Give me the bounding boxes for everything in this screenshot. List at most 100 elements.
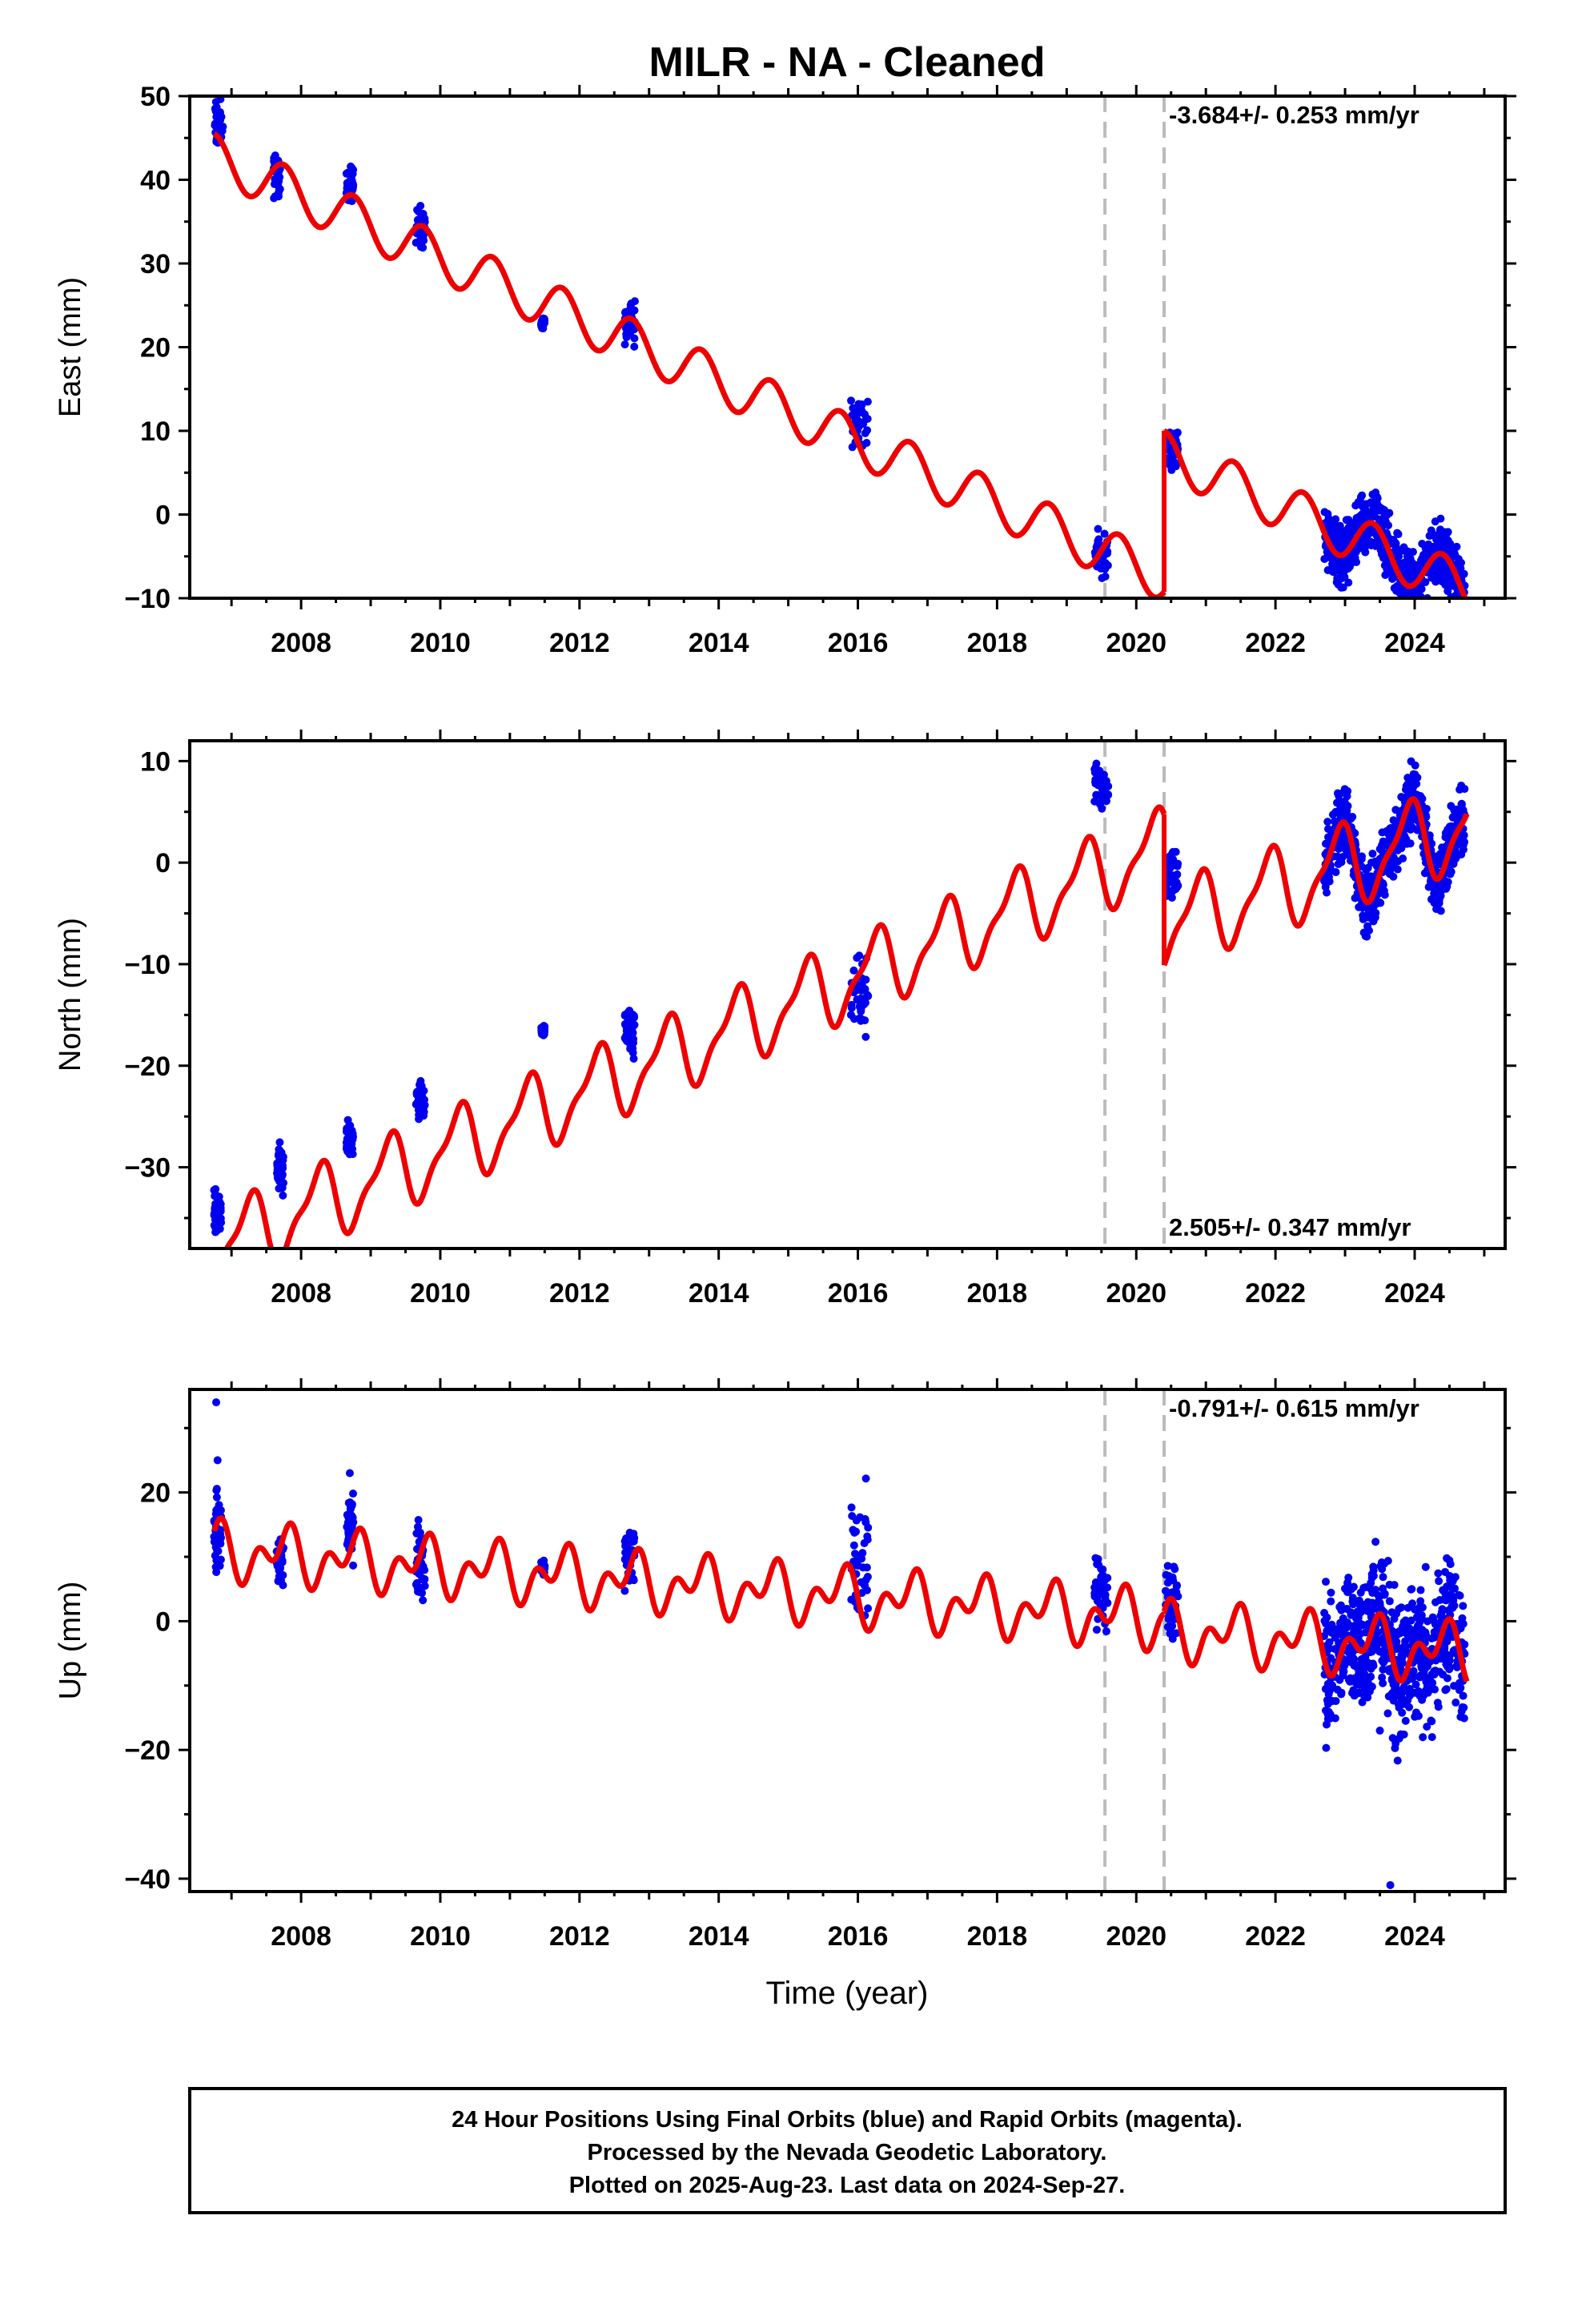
data-point (1330, 530, 1339, 539)
data-point (213, 1456, 222, 1465)
model-line (223, 804, 1167, 1248)
data-point (1375, 1727, 1384, 1735)
data-point (1337, 1606, 1346, 1614)
data-point (1348, 525, 1357, 534)
data-point (277, 1576, 286, 1585)
data-point (347, 164, 356, 173)
data-point (345, 1141, 354, 1150)
x-tick-label: 2012 (549, 628, 610, 658)
data-point (855, 1002, 864, 1011)
data-point (1416, 1586, 1425, 1594)
data-point (861, 1032, 870, 1041)
data-point (1091, 1578, 1100, 1586)
data-point (1100, 529, 1109, 538)
data-point (1443, 1595, 1452, 1604)
data-point (1359, 1675, 1368, 1683)
data-point (211, 1191, 220, 1200)
data-point (1430, 899, 1439, 907)
data-point (416, 1076, 425, 1085)
data-point (276, 1563, 285, 1572)
data-point (212, 1556, 221, 1565)
data-point (1094, 791, 1102, 800)
x-tick-label: 2024 (1384, 1278, 1445, 1309)
data-point (1378, 1565, 1387, 1574)
data-point (1360, 1662, 1369, 1671)
data-point (1352, 557, 1361, 566)
data-point (1170, 1562, 1178, 1571)
data-point (1435, 535, 1444, 544)
data-point (1423, 1723, 1431, 1731)
model-line (1161, 1595, 1470, 1684)
data-point (1435, 1577, 1443, 1586)
data-point (212, 1486, 221, 1494)
data-point (1400, 1618, 1409, 1627)
data-point (1358, 1621, 1367, 1630)
data-point (1356, 512, 1365, 521)
data-point (1458, 832, 1467, 841)
data-point (1328, 810, 1337, 819)
data-point (1415, 1691, 1424, 1700)
data-point (1094, 525, 1102, 533)
y-axis-label: Up (mm) (54, 1582, 87, 1700)
x-tick-label: 2024 (1384, 628, 1445, 658)
data-point (1343, 1588, 1352, 1597)
data-point (346, 1512, 355, 1521)
data-point (349, 1490, 358, 1498)
data-point (1454, 1590, 1463, 1599)
data-point (1346, 1658, 1355, 1667)
data-point (1097, 564, 1106, 573)
data-point (1418, 1603, 1427, 1612)
data-point (1446, 1582, 1455, 1591)
data-point (1347, 1610, 1355, 1619)
data-point (1386, 1880, 1395, 1889)
data-point (1411, 1680, 1420, 1689)
data-point (1446, 539, 1455, 548)
data-point (1428, 1613, 1437, 1622)
data-point (1401, 785, 1410, 794)
data-point (857, 1578, 865, 1586)
data-point (1360, 545, 1369, 553)
x-axis-label: Time (year) (766, 1976, 929, 2011)
data-point (1092, 1626, 1101, 1634)
y-tick-label: 40 (140, 166, 171, 196)
data-point (540, 1025, 548, 1034)
data-point (420, 1582, 429, 1590)
data-point (1322, 1743, 1331, 1752)
data-point (1324, 1690, 1333, 1699)
y-tick-label: −30 (124, 1153, 171, 1184)
data-point (537, 319, 546, 328)
x-tick-label: 2008 (271, 1921, 331, 1952)
data-point (1359, 915, 1367, 923)
data-point (1390, 584, 1399, 593)
data-point (1322, 1578, 1331, 1586)
data-point (1434, 1569, 1443, 1578)
x-tick-label: 2010 (410, 1278, 471, 1309)
data-point (1097, 1565, 1106, 1574)
data-point (1398, 1708, 1407, 1717)
data-point (420, 214, 429, 223)
data-point (412, 1580, 420, 1589)
data-point (1336, 806, 1345, 815)
data-point (1419, 1733, 1427, 1742)
data-point (413, 215, 422, 224)
data-point (1345, 557, 1354, 565)
data-point (1366, 537, 1375, 546)
data-point (279, 1191, 287, 1200)
data-point (1372, 1642, 1381, 1651)
data-point (1395, 1629, 1404, 1638)
data-point (1432, 905, 1441, 914)
data-point (1359, 1583, 1368, 1592)
data-point (1433, 567, 1442, 576)
data-point (1431, 1598, 1440, 1606)
x-tick-label: 2016 (828, 628, 889, 658)
x-tick-label: 2008 (271, 628, 331, 658)
data-point (1427, 1733, 1436, 1742)
data-point (1363, 863, 1372, 872)
data-point (275, 177, 283, 186)
data-point (1421, 1562, 1430, 1571)
data-point (1460, 608, 1468, 616)
data-point (418, 1107, 427, 1116)
x-tick-label: 2012 (549, 1921, 610, 1952)
data-point (1459, 602, 1467, 610)
